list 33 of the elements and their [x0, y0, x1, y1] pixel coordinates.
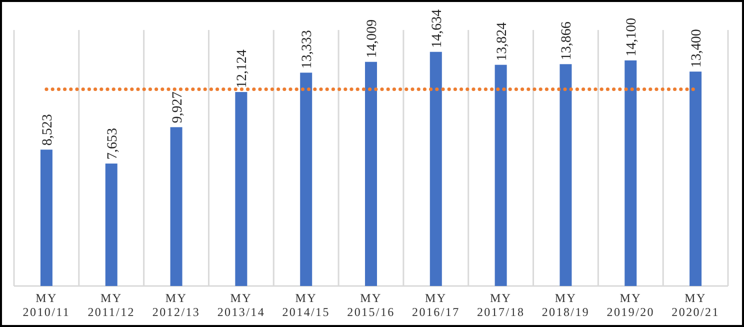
bar — [624, 60, 637, 286]
bar — [170, 127, 182, 286]
data-label: 14,100 — [624, 18, 640, 56]
bar — [430, 52, 442, 286]
data-label: 7,653 — [105, 128, 120, 160]
data-label: 14,009 — [365, 19, 380, 58]
bar — [365, 62, 377, 286]
data-label: 9,927 — [170, 92, 186, 124]
bar — [105, 164, 118, 286]
x-tick-label: MY 2014/15 — [282, 291, 330, 319]
x-tick-label: MY 2011/12 — [88, 291, 136, 319]
x-tick-label: MY 2015/16 — [347, 291, 395, 319]
data-label: 13,400 — [690, 29, 705, 68]
data-label: 8,523 — [40, 114, 56, 146]
x-tick-label: MY 2010/11 — [22, 291, 70, 319]
x-tick-label: MY 2016/17 — [412, 291, 460, 319]
x-tick-label: MY 2019/20 — [606, 291, 655, 319]
data-label: 13,333 — [300, 30, 316, 69]
bar — [235, 92, 248, 286]
bar — [40, 150, 52, 286]
x-tick-label: MY 2018/19 — [542, 291, 590, 319]
data-label: 12,124 — [235, 50, 250, 88]
x-tick-label: MY 2020/21 — [672, 291, 720, 319]
data-label: 14,634 — [430, 9, 445, 48]
x-tick-label: MY 2012/13 — [152, 291, 200, 319]
bar — [300, 72, 312, 286]
bar — [560, 64, 572, 286]
data-label: 13,824 — [494, 22, 510, 61]
x-tick-label: MY 2017/18 — [476, 291, 525, 319]
data-label: 13,866 — [560, 22, 575, 60]
x-tick-label: MY 2013/14 — [217, 291, 266, 319]
bar — [494, 64, 507, 286]
bar — [690, 72, 702, 286]
